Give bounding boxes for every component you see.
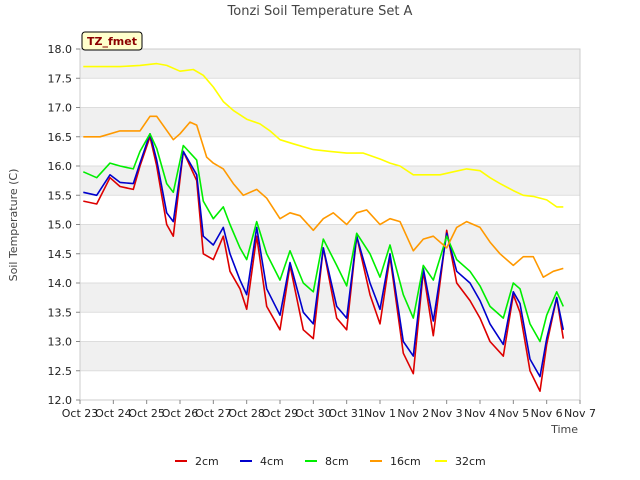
y-axis-label: Soil Temperature (C) [7, 169, 20, 282]
x-tick-label: Oct 26 [162, 407, 199, 420]
y-axis: 12.0 12.5 13.0 13.5 14.0 14.5 15.0 15.5 16.0 16.5… [48, 43, 80, 407]
x-tick-label: Nov 1 [364, 407, 396, 420]
series-line-2cm [83, 136, 565, 393]
x-tick-label: Nov 7 [564, 407, 596, 420]
plot-band [80, 166, 580, 196]
y-tick-label: 15.5 [48, 189, 73, 202]
y-tick-label: 12.5 [48, 365, 73, 378]
legend-label-8cm: 8cm [325, 455, 349, 468]
plot-band [80, 107, 580, 137]
y-tick-label: 18.0 [48, 43, 73, 56]
x-tick-label: Oct 24 [95, 407, 132, 420]
y-tick-label: 17.0 [48, 102, 73, 115]
x-tick-label: Oct 25 [128, 407, 165, 420]
badge-box [81, 31, 143, 51]
x-tick-label: Oct 28 [228, 407, 265, 420]
plot-band [80, 341, 580, 371]
series-line-32cm [83, 62, 564, 208]
legend: 2cm 4cm 8cm 16cm 32cm [175, 455, 486, 468]
y-tick-label: 13.0 [48, 336, 73, 349]
x-tick-label: Nov 3 [431, 407, 463, 420]
series-line-8cm [82, 133, 565, 343]
y-tick-label: 15.0 [48, 219, 73, 232]
series-line-4cm [83, 133, 565, 378]
series-line-16cm [83, 115, 564, 279]
station-badge: TZ_fmet [81, 31, 143, 51]
y-tick-label: 12.0 [48, 394, 73, 407]
legend-label-4cm: 4cm [260, 455, 284, 468]
x-tick-label: Nov 5 [497, 407, 529, 420]
x-tick-label: Nov 6 [531, 407, 563, 420]
chart-title: Tonzi Soil Temperature Set A [227, 4, 413, 19]
plot-band [80, 224, 580, 254]
series-layer [82, 62, 565, 393]
y-tick-label: 14.5 [48, 248, 73, 261]
y-tick-label: 14.0 [48, 277, 73, 290]
x-tick-label: Nov 4 [464, 407, 496, 420]
legend-label-2cm: 2cm [195, 455, 219, 468]
plot-band [80, 49, 580, 79]
y-tick-label: 13.5 [48, 306, 73, 319]
legend-label-32cm: 32cm [455, 455, 486, 468]
plot-band [80, 283, 580, 313]
x-tick-label: Oct 31 [328, 407, 365, 420]
x-axis-label: Time [550, 423, 578, 436]
badge-label: TZ_fmet [87, 35, 137, 48]
y-tick-label: 16.0 [48, 160, 73, 173]
x-tick-label: Oct 27 [195, 407, 232, 420]
x-tick-label: Oct 30 [295, 407, 332, 420]
y-tick-label: 17.5 [48, 72, 73, 85]
x-tick-label: Oct 29 [262, 407, 299, 420]
x-tick-label: Oct 23 [62, 407, 99, 420]
x-tick-label: Nov 2 [397, 407, 429, 420]
legend-label-16cm: 16cm [390, 455, 421, 468]
y-tick-label: 16.5 [48, 131, 73, 144]
